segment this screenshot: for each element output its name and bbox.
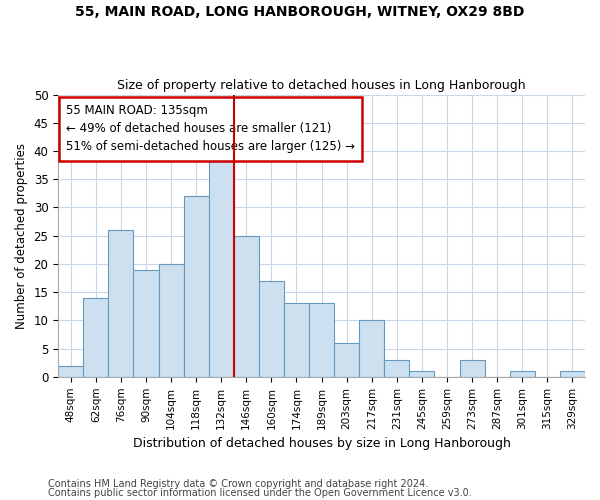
Bar: [184, 196, 209, 377]
Bar: [259, 281, 284, 377]
Bar: [83, 298, 109, 377]
Bar: [409, 371, 434, 377]
X-axis label: Distribution of detached houses by size in Long Hanborough: Distribution of detached houses by size …: [133, 437, 511, 450]
Text: Contains public sector information licensed under the Open Government Licence v3: Contains public sector information licen…: [48, 488, 472, 498]
Bar: [209, 140, 234, 377]
Bar: [359, 320, 384, 377]
Bar: [510, 371, 535, 377]
Bar: [384, 360, 409, 377]
Bar: [309, 304, 334, 377]
Bar: [560, 371, 585, 377]
Text: Contains HM Land Registry data © Crown copyright and database right 2024.: Contains HM Land Registry data © Crown c…: [48, 479, 428, 489]
Y-axis label: Number of detached properties: Number of detached properties: [15, 142, 28, 328]
Bar: [284, 304, 309, 377]
Bar: [58, 366, 83, 377]
Bar: [133, 270, 158, 377]
Bar: [158, 264, 184, 377]
Bar: [334, 343, 359, 377]
Bar: [234, 236, 259, 377]
Text: 55, MAIN ROAD, LONG HANBOROUGH, WITNEY, OX29 8BD: 55, MAIN ROAD, LONG HANBOROUGH, WITNEY, …: [76, 5, 524, 19]
Bar: [109, 230, 133, 377]
Bar: [460, 360, 485, 377]
Title: Size of property relative to detached houses in Long Hanborough: Size of property relative to detached ho…: [117, 79, 526, 92]
Text: 55 MAIN ROAD: 135sqm
← 49% of detached houses are smaller (121)
51% of semi-deta: 55 MAIN ROAD: 135sqm ← 49% of detached h…: [66, 104, 355, 154]
